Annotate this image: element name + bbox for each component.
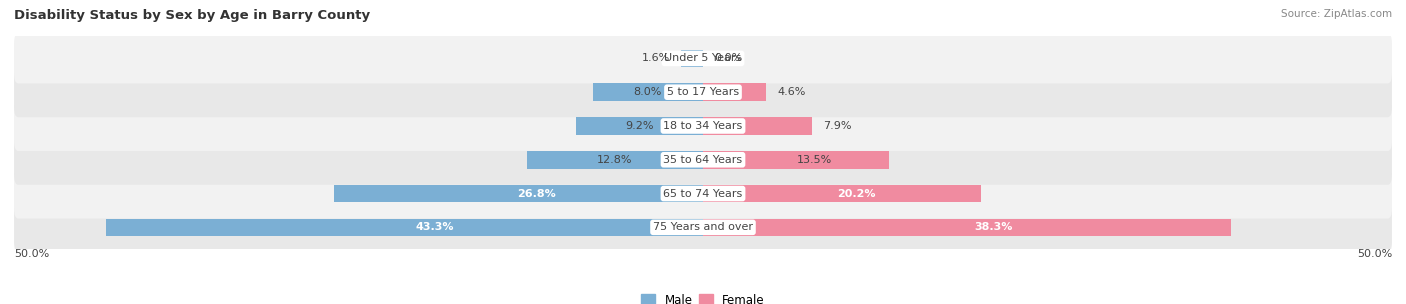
FancyBboxPatch shape [14, 33, 1392, 83]
Bar [703, 219, 1230, 236]
Text: 50.0%: 50.0% [14, 249, 49, 259]
Text: 50.0%: 50.0% [1357, 249, 1392, 259]
Bar [333, 185, 703, 202]
Bar [593, 83, 703, 101]
Text: 43.3%: 43.3% [415, 222, 454, 232]
Text: 18 to 34 Years: 18 to 34 Years [664, 121, 742, 131]
Text: 1.6%: 1.6% [641, 54, 669, 64]
Text: 0.0%: 0.0% [714, 54, 742, 64]
Bar [703, 185, 981, 202]
Text: Source: ZipAtlas.com: Source: ZipAtlas.com [1281, 9, 1392, 19]
Text: 35 to 64 Years: 35 to 64 Years [664, 155, 742, 165]
Text: 65 to 74 Years: 65 to 74 Years [664, 188, 742, 199]
Legend: Male, Female: Male, Female [637, 289, 769, 304]
Bar [703, 83, 766, 101]
Bar [703, 151, 889, 168]
Bar [681, 50, 703, 67]
Text: 8.0%: 8.0% [634, 87, 662, 97]
Bar [576, 117, 703, 135]
Text: 7.9%: 7.9% [823, 121, 852, 131]
Text: 9.2%: 9.2% [626, 121, 654, 131]
Bar [703, 117, 811, 135]
FancyBboxPatch shape [14, 101, 1392, 151]
Text: 26.8%: 26.8% [517, 188, 557, 199]
Text: 13.5%: 13.5% [797, 155, 832, 165]
FancyBboxPatch shape [14, 202, 1392, 252]
Text: 20.2%: 20.2% [837, 188, 876, 199]
FancyBboxPatch shape [14, 67, 1392, 117]
Text: 75 Years and over: 75 Years and over [652, 222, 754, 232]
FancyBboxPatch shape [14, 135, 1392, 185]
Text: 5 to 17 Years: 5 to 17 Years [666, 87, 740, 97]
Text: Disability Status by Sex by Age in Barry County: Disability Status by Sex by Age in Barry… [14, 9, 370, 22]
Text: 4.6%: 4.6% [778, 87, 806, 97]
FancyBboxPatch shape [14, 168, 1392, 219]
Text: 12.8%: 12.8% [598, 155, 633, 165]
Bar [527, 151, 703, 168]
Bar [107, 219, 703, 236]
Text: 38.3%: 38.3% [974, 222, 1012, 232]
Text: Under 5 Years: Under 5 Years [665, 54, 741, 64]
